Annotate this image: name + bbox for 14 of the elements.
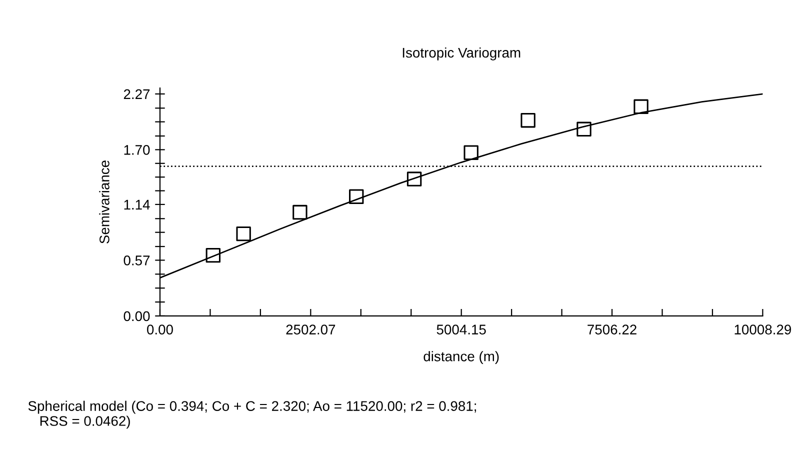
y-tick-label: 1.14 [124, 200, 150, 210]
x-tick-label: 10008.29 [734, 324, 792, 334]
x-tick-label: 7506.22 [588, 324, 636, 334]
y-tick-label: 0.00 [124, 311, 150, 322]
x-tick-label: 5004.15 [436, 324, 486, 334]
y-tick-label: 2.27 [124, 89, 150, 99]
x-tick-label: 0.00 [147, 324, 173, 334]
chart-title: Isotropic Variogram [402, 47, 520, 60]
x-tick-label: 2502.07 [286, 324, 336, 334]
text: Spherical model (Co = 0.394; Co + C = 2.320; Ao = 11520.00; r2 = 0.981; RSS = 0.0462) [28, 400, 476, 429]
y-tick-label: 0.57 [124, 256, 150, 266]
y-axis-title: Semivariance [99, 160, 110, 244]
x-axis-title: distance (m) [424, 351, 499, 364]
y-tick-label: 1.70 [124, 145, 150, 155]
